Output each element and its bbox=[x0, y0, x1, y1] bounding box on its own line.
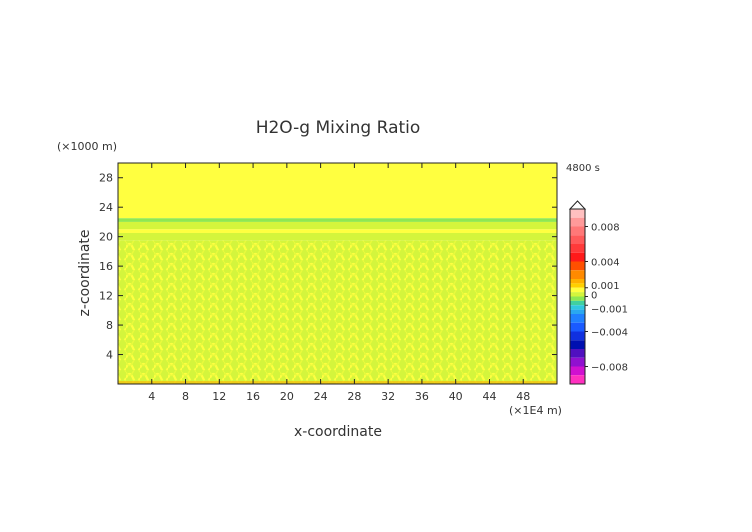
colorbar-swatch bbox=[570, 309, 585, 314]
colorbar-tick-label: −0.001 bbox=[591, 304, 628, 315]
field-region-2 bbox=[118, 221, 557, 230]
field-region-0 bbox=[118, 163, 557, 219]
field-region-1 bbox=[118, 218, 557, 222]
y-tick-label: 8 bbox=[106, 319, 113, 332]
field-region-5 bbox=[118, 240, 557, 384]
x-tick-label: 44 bbox=[482, 390, 496, 403]
field-region-4 bbox=[118, 232, 557, 241]
y-tick-label: 12 bbox=[99, 290, 113, 303]
x-tick-label: 4 bbox=[148, 390, 155, 403]
colorbar-tick-label: 0.008 bbox=[591, 223, 620, 234]
colorbar-swatch bbox=[570, 252, 585, 262]
x-tick-label: 36 bbox=[415, 390, 429, 403]
surface-band bbox=[118, 381, 557, 384]
colorbar-swatch bbox=[570, 261, 585, 271]
colorbar-swatch bbox=[570, 283, 585, 288]
colorbar-swatch bbox=[570, 217, 585, 227]
x-tick-label: 8 bbox=[182, 390, 189, 403]
colorbar-tick-label: 0.004 bbox=[591, 258, 620, 269]
y-tick-label: 24 bbox=[99, 201, 113, 214]
x-tick-label: 24 bbox=[314, 390, 328, 403]
colorbar-swatch bbox=[570, 340, 585, 349]
x-tick-label: 28 bbox=[347, 390, 361, 403]
colorbar-swatch bbox=[570, 244, 585, 253]
colorbar-swatch bbox=[570, 366, 585, 376]
colorbar-swatch bbox=[570, 270, 585, 279]
colorbar-swatch bbox=[570, 375, 585, 384]
colorbar-swatch bbox=[570, 296, 585, 301]
x-unit-label: (×1E4 m) bbox=[509, 404, 562, 417]
colorbar-swatch bbox=[570, 287, 585, 293]
x-axis-label: x-coordinate bbox=[294, 424, 382, 440]
y-tick-label: 16 bbox=[99, 260, 113, 273]
colorbar-swatch bbox=[570, 314, 585, 323]
colorbar-swatch bbox=[570, 226, 585, 236]
x-tick-label: 48 bbox=[516, 390, 530, 403]
time-label: 4800 s bbox=[566, 163, 600, 174]
colorbar-swatch bbox=[570, 331, 585, 341]
colorbar-swatch bbox=[570, 305, 585, 310]
colorbar-swatch bbox=[570, 357, 585, 367]
plot-area bbox=[118, 163, 557, 384]
colorbar-swatch bbox=[570, 300, 585, 306]
y-tick-label: 4 bbox=[106, 349, 113, 362]
colorbar-swatch bbox=[570, 292, 585, 297]
y-unit-label: (×1000 m) bbox=[57, 140, 117, 153]
y-axis: 4 8 12 16 20 24 28 bbox=[99, 172, 557, 362]
y-tick-label: 28 bbox=[99, 172, 113, 185]
colorbar-tick-label: −0.008 bbox=[591, 363, 628, 374]
colorbar-swatch bbox=[570, 209, 585, 218]
colorbar-swatch bbox=[570, 235, 585, 244]
x-axis: 4 8 12 16 20 24 28 32 36 40 44 48 bbox=[148, 163, 530, 403]
x-tick-label: 20 bbox=[280, 390, 294, 403]
chart-title: H2O-g Mixing Ratio bbox=[256, 118, 421, 138]
colorbar-swatch bbox=[570, 349, 585, 358]
colorbar-tick-label: 0 bbox=[591, 291, 597, 302]
colorbar-swatch bbox=[570, 322, 585, 332]
colorbar-tick-label: 0.001 bbox=[591, 281, 620, 292]
colorbar-extend-arrow bbox=[568, 200, 587, 210]
y-tick-label: 20 bbox=[99, 231, 113, 244]
x-tick-label: 16 bbox=[246, 390, 260, 403]
x-tick-label: 12 bbox=[212, 390, 226, 403]
colorbar-swatch bbox=[570, 279, 585, 284]
field-region-3 bbox=[118, 229, 557, 233]
y-axis-label: z-coordinate bbox=[77, 229, 93, 316]
x-tick-label: 40 bbox=[449, 390, 463, 403]
x-tick-label: 32 bbox=[381, 390, 395, 403]
colorbar-tick-label: −0.004 bbox=[591, 328, 628, 339]
plot-frame bbox=[117, 162, 558, 385]
